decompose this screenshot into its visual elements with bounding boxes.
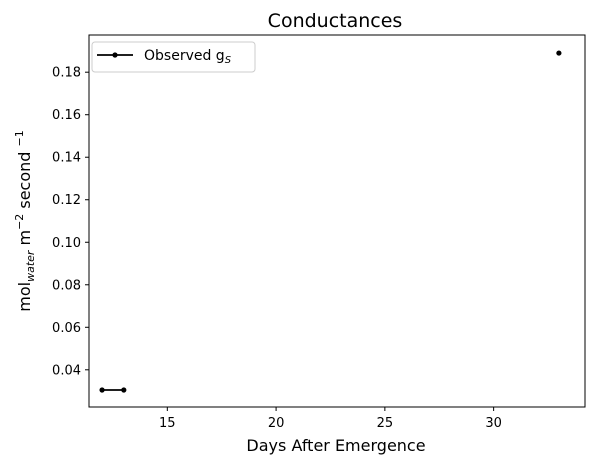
y-tick-label: 0.16 <box>52 108 81 123</box>
legend-label-base: Observed g <box>144 48 225 64</box>
chart-title: Conductances <box>268 10 403 32</box>
y-tick-label: 0.12 <box>52 193 81 208</box>
ticks-layer: 15 20 25 30 0.04 0.06 0.08 0.10 0.12 0.14 0.16 0.18 <box>52 66 502 431</box>
y-label-base: mol <box>15 282 34 312</box>
y-label-subscript: water <box>24 249 37 282</box>
legend-marker <box>112 52 118 58</box>
y-label-rest: m <box>15 230 34 251</box>
x-tick-label: 15 <box>159 416 176 431</box>
x-tick-label: 30 <box>485 416 502 431</box>
y-label-mid: second <box>15 146 34 213</box>
y-tick-label: 0.14 <box>52 151 81 166</box>
series-layer <box>99 50 562 393</box>
y-label-sup2: −1 <box>13 130 26 146</box>
legend-label-subscript: S <box>225 55 232 66</box>
x-tick-label: 25 <box>377 416 394 431</box>
x-axis-label: Days After Emergence <box>246 436 425 455</box>
x-tick-label: 20 <box>268 416 285 431</box>
y-tick-label: 0.10 <box>52 236 81 251</box>
y-tick-label: 0.08 <box>52 278 81 293</box>
data-point <box>121 387 127 393</box>
data-point <box>556 50 562 56</box>
legend-label: Observed gS <box>144 48 232 66</box>
plot-frame <box>88 34 586 408</box>
legend-box <box>91 41 256 73</box>
y-tick-label: 0.04 <box>52 363 81 378</box>
legend: Observed gS <box>91 41 256 73</box>
y-label-sup1: −2 <box>13 214 26 230</box>
y-tick-label: 0.06 <box>52 321 81 336</box>
y-tick-label: 0.18 <box>52 66 81 81</box>
data-point <box>99 387 105 393</box>
y-axis-label: molwater m−2 second −1 <box>13 130 37 312</box>
